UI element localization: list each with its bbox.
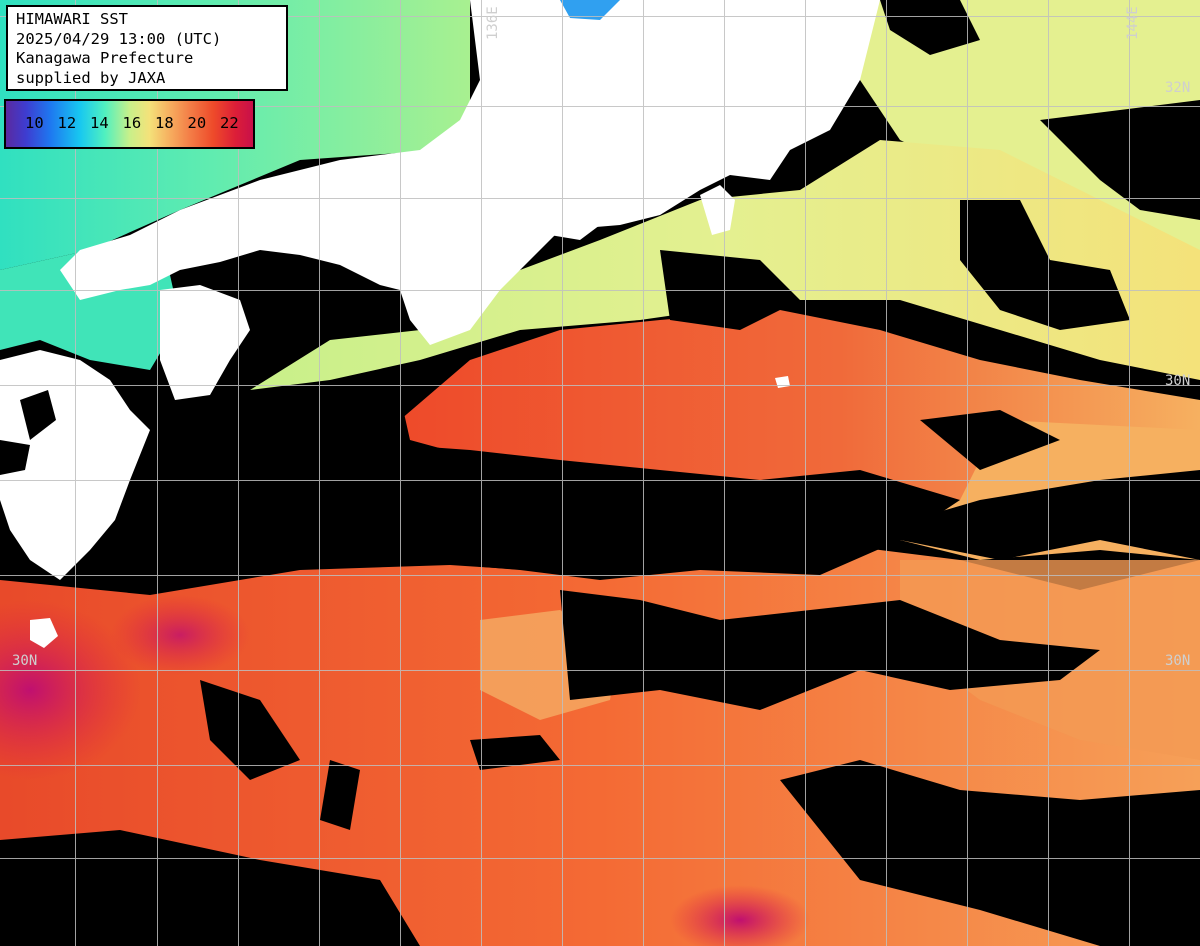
hot-spot-south bbox=[670, 885, 810, 946]
lat-label-30n-right: 30N bbox=[1165, 653, 1191, 669]
legend-tick: 10 bbox=[25, 114, 44, 132]
lon-label-136e: 136E bbox=[485, 6, 501, 40]
legend-tick: 14 bbox=[90, 114, 109, 132]
kii-peninsula-land bbox=[540, 190, 600, 240]
temperature-legend: 10 12 14 16 18 20 22 bbox=[4, 99, 255, 149]
izu-peninsula-land bbox=[700, 185, 735, 235]
shikoku-land bbox=[160, 285, 250, 400]
legend-tick-labels: 10 12 14 16 18 20 22 bbox=[6, 114, 253, 132]
cloud-fleck-4 bbox=[920, 410, 1060, 470]
cloud-fleck-1 bbox=[200, 680, 300, 780]
legend-tick: 20 bbox=[187, 114, 207, 132]
lat-label-30n-left: 30N bbox=[12, 653, 38, 669]
legend-tick: 16 bbox=[122, 114, 142, 132]
cloud-fleck-3 bbox=[470, 735, 560, 770]
cloud-patch-northeast bbox=[960, 200, 1130, 330]
honshu-land bbox=[60, 0, 880, 345]
cloud-band-southeast bbox=[780, 760, 1200, 946]
map-timestamp: 2025/04/29 13:00 (UTC) bbox=[16, 29, 222, 48]
legend-tick: 18 bbox=[155, 114, 174, 132]
legend-tick: 12 bbox=[57, 114, 77, 132]
cloud-patch-far-northeast bbox=[1040, 100, 1200, 220]
cloud-band-central bbox=[90, 395, 1200, 580]
lat-label-mid-right: 30N bbox=[1165, 373, 1191, 389]
map-credit: supplied by JAXA bbox=[16, 68, 166, 87]
map-title: HIMAWARI SST bbox=[16, 10, 128, 28]
hot-spot-west bbox=[0, 600, 140, 780]
hot-spot-west-2 bbox=[110, 595, 250, 675]
cold-spot-north bbox=[560, 0, 620, 20]
info-box: HIMAWARI SST 2025/04/29 13:00 (UTC) Kana… bbox=[6, 5, 288, 91]
kyushu-cloud-1 bbox=[20, 390, 56, 440]
northeast-cool-water bbox=[830, 0, 1200, 260]
map-region: Kanagawa Prefecture bbox=[16, 49, 194, 67]
legend-tick: 22 bbox=[220, 114, 239, 132]
cloud-fleck-2 bbox=[320, 760, 360, 830]
lon-label-144e: 144E bbox=[1125, 6, 1141, 40]
tanegashima-land bbox=[30, 618, 58, 648]
cloud-patch-north bbox=[880, 0, 980, 55]
lat-label-32n: 32N bbox=[1165, 80, 1191, 96]
kyushu-cloud-2 bbox=[0, 440, 30, 475]
cloud-band-mid bbox=[560, 590, 1100, 710]
